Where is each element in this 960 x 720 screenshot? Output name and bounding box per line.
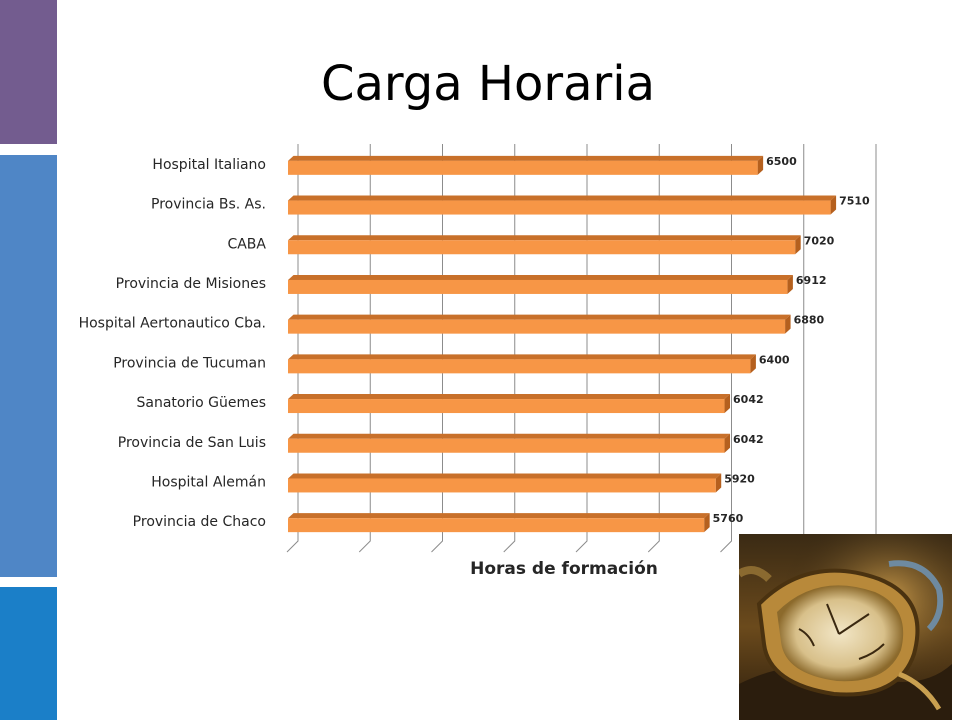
accent-bar-purple [0,0,57,144]
data-label: 7510 [839,195,870,208]
category-label: Hospital Aertonautico Cba. [79,316,266,332]
data-label: 5760 [713,512,744,525]
data-label: 6880 [794,314,825,327]
soft-watch-painting [739,534,952,720]
data-label: 6400 [759,353,790,366]
bar [288,274,793,294]
chart-labels: Hospital Italiano 6500 Provincia Bs. As. 75… [79,155,870,530]
bar [288,513,710,533]
category-label: Provincia de San Luis [118,435,266,451]
category-label: Sanatorio Güemes [136,395,266,411]
accent-bar-blue-dark [0,587,57,720]
data-label: 6500 [766,155,797,168]
chart-bars [288,155,837,533]
category-label: Hospital Italiano [152,157,266,173]
bar [288,473,722,493]
accent-bar-blue [0,155,57,577]
bar [288,155,764,175]
bar [288,314,791,334]
x-axis-title: Horas de formación [470,559,658,579]
data-label: 7020 [804,234,835,247]
data-label: 5920 [724,472,755,485]
slide-title: Carga Horaria [320,56,656,112]
data-label: 6042 [733,393,764,406]
bar [288,195,837,215]
category-label: CABA [227,236,266,252]
category-label: Hospital Alemán [151,474,266,490]
bar [288,235,801,255]
bar [288,394,731,414]
data-label: 6912 [796,274,827,287]
bar [288,433,731,453]
category-label: Provincia de Misiones [116,276,266,292]
category-label: Provincia de Tucuman [113,355,266,371]
category-label: Provincia Bs. As. [151,197,266,213]
bar [288,354,756,374]
category-label: Provincia de Chaco [133,514,266,530]
data-label: 6042 [733,433,764,446]
